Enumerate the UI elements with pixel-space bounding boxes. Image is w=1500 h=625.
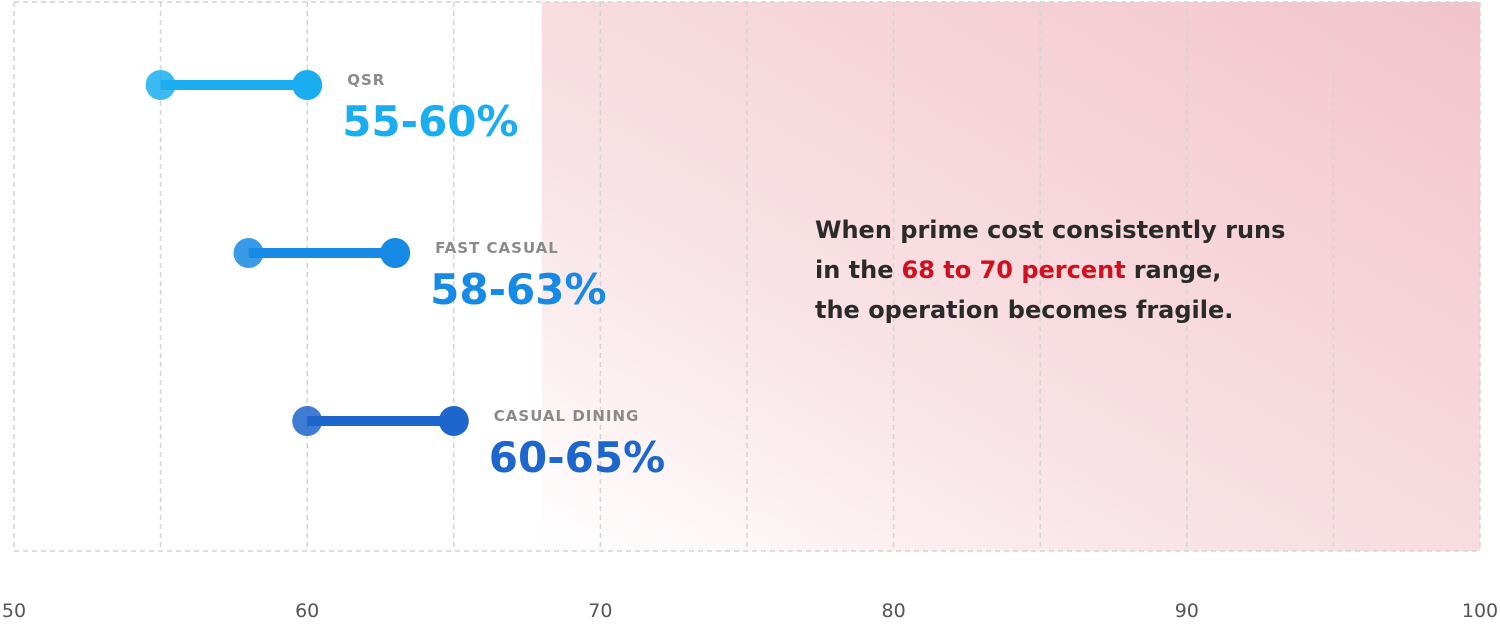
range-start <box>233 238 264 268</box>
range-start <box>145 70 176 100</box>
category-label: QSR <box>347 71 385 89</box>
x-tick-label: 60 <box>295 600 319 622</box>
x-tick-label: 90 <box>1175 600 1199 622</box>
annotation-line: in the 68 to 70 percent range, <box>815 256 1221 284</box>
annotation-text: range, <box>1134 256 1222 284</box>
range-end <box>380 238 411 268</box>
annotation-line: the operation becomes fragile. <box>815 296 1233 324</box>
value-label: 55-60% <box>342 97 518 146</box>
x-tick-label: 80 <box>882 600 906 622</box>
x-tick-label: 100 <box>1462 600 1498 622</box>
x-tick-label: 50 <box>2 600 26 622</box>
category-label: FAST CASUAL <box>435 239 559 257</box>
x-tick-label: 70 <box>588 600 612 622</box>
annotation-text: the operation becomes fragile. <box>815 296 1233 324</box>
annotation-text: 68 to 70 percent <box>902 256 1126 284</box>
highlight-band <box>541 2 1480 551</box>
range-start <box>292 406 323 436</box>
range-end <box>292 70 323 100</box>
annotation-text: in the <box>815 256 894 284</box>
category-label: CASUAL DINING <box>494 407 640 425</box>
value-label: 60-65% <box>489 433 665 482</box>
annotation-line: When prime cost consistently runs <box>815 216 1285 244</box>
range-end <box>438 406 469 436</box>
value-label: 58-63% <box>430 265 606 314</box>
annotation-text: When prime cost consistently runs <box>815 216 1285 244</box>
